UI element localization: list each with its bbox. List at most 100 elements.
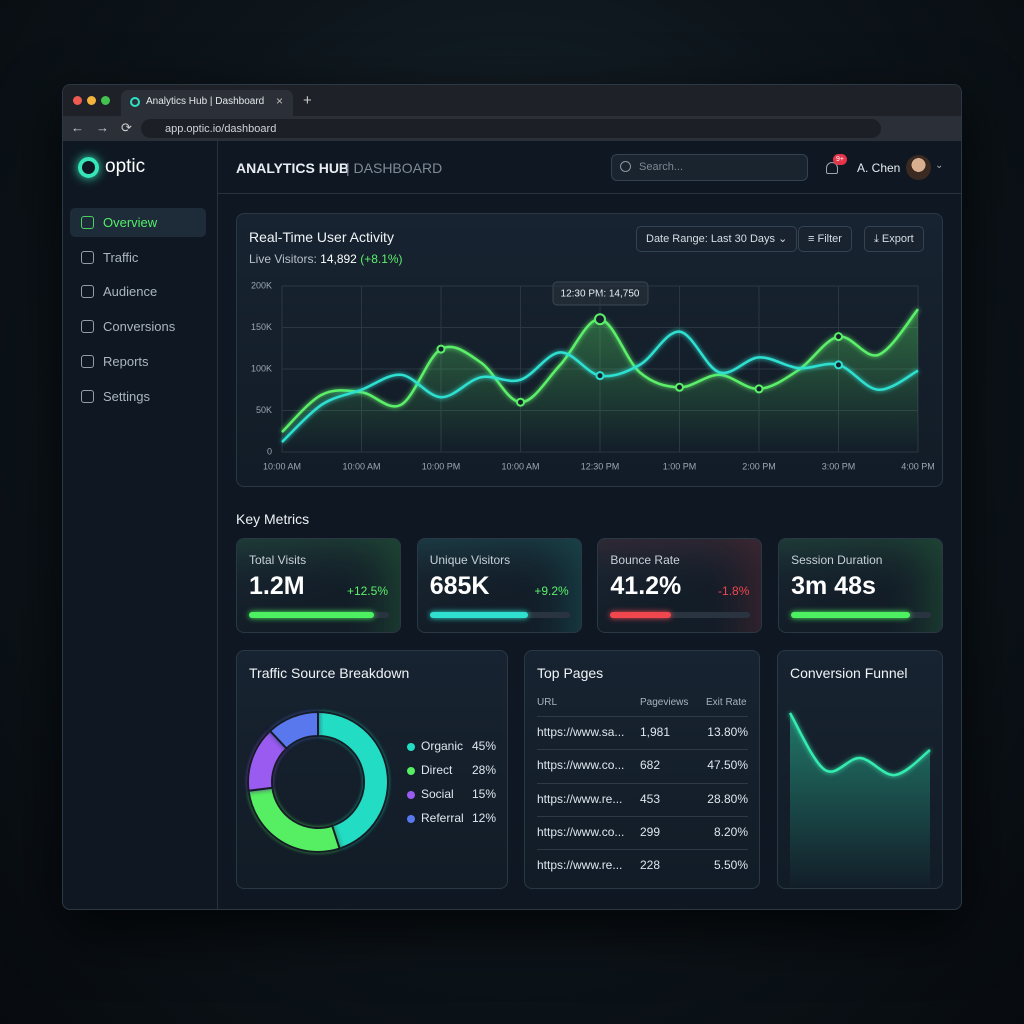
nav-icon	[81, 389, 94, 403]
url-field[interactable]	[141, 119, 881, 138]
metric-name: Bounce Rate	[610, 553, 680, 567]
top-pages-title: Top Pages	[537, 665, 604, 681]
nav-item[interactable]: Audience	[70, 277, 206, 306]
row-divider	[537, 815, 748, 817]
metric-card: Total Visits 1.2M +12.5%	[236, 538, 401, 633]
minimize-dot[interactable]	[87, 96, 96, 105]
bell-icon[interactable]	[826, 162, 838, 174]
table-cell: https://www.re...	[537, 791, 623, 806]
metric-card: Bounce Rate 41.2% -1.8%	[597, 538, 763, 633]
new-tab[interactable]: +	[303, 92, 312, 109]
progress-track	[249, 612, 389, 618]
avatar[interactable]	[906, 155, 931, 180]
search-icon	[620, 161, 631, 172]
metric-value: 1.2M	[249, 572, 305, 600]
nav-icon	[81, 250, 94, 264]
row-divider	[537, 716, 748, 717]
maximize-dot[interactable]	[101, 96, 110, 105]
table-cell: 8.20%	[713, 824, 748, 839]
metrics-title: Key Metrics	[236, 511, 310, 527]
table-cell: 13.80%	[707, 725, 748, 739]
progress-track	[791, 612, 932, 618]
row-divider	[537, 749, 748, 751]
metric-card: Unique Visitors 685K +9.2%	[416, 538, 582, 633]
metric-value: 685K	[429, 572, 490, 600]
live-visitors: Live Visitors: 14,892 (+8.1%)	[249, 252, 403, 266]
table-cell: 682	[640, 758, 661, 773]
live-label: Live Visitors:	[249, 252, 317, 266]
header-border	[218, 193, 961, 194]
filter-label: Filter	[817, 233, 842, 245]
nav-icon	[81, 354, 94, 368]
nav-item[interactable]: Overview	[70, 208, 206, 237]
table-cell: 1,981	[640, 725, 671, 739]
activity-title: Real-Time User Activity	[249, 229, 394, 245]
metric-name: Session Duration	[791, 553, 883, 567]
filter-button[interactable]: ≡ Filter	[798, 226, 852, 252]
table-header: Exit Rate	[706, 697, 747, 708]
table-cell: https://www.co...	[537, 824, 625, 839]
row-divider	[537, 782, 748, 784]
metric-card: Session Duration 3m 48s	[778, 538, 944, 633]
nav-item[interactable]: Reports	[70, 347, 206, 376]
table-cell: https://www.sa...	[537, 725, 625, 739]
metric-change: +9.2%	[534, 584, 569, 598]
live-change: (+8.1%)	[360, 252, 403, 266]
progress-fill	[610, 612, 671, 618]
metric-change: +12.5%	[346, 584, 388, 598]
metric-name: Total Visits	[249, 553, 307, 567]
progress-fill	[249, 612, 374, 618]
tab-close[interactable]: ×	[276, 94, 284, 108]
logo-mark	[78, 157, 99, 178]
table-cell: https://www.re...	[537, 858, 623, 873]
nav-buttons[interactable]: ←→⟳	[71, 120, 144, 135]
user-menu-caret[interactable]: ⌄	[935, 160, 944, 171]
table-cell: 47.50%	[707, 758, 748, 773]
table-cell: https://www.co...	[537, 758, 625, 773]
date-range-label: Date Range: Last 30 Days	[646, 233, 776, 245]
search-box[interactable]	[611, 154, 808, 181]
table-header: URL	[537, 697, 558, 708]
nav-icon	[81, 320, 94, 334]
table-cell: 5.50%	[713, 858, 748, 873]
tab[interactable]	[121, 90, 293, 116]
page-section: | DASHBOARD	[346, 160, 443, 176]
nav-icon	[81, 285, 94, 299]
metric-change: -1.8%	[718, 584, 750, 598]
live-value: 14,892	[320, 252, 357, 266]
traffic-title: Traffic Source Breakdown	[249, 665, 410, 681]
top-pages-panel	[524, 650, 760, 889]
tab-title: Analytics Hub | Dashboard	[146, 96, 265, 107]
date-range-button[interactable]: Date Range: Last 30 Days ⌄	[636, 226, 798, 252]
metric-value: 41.2%	[610, 572, 682, 600]
metric-value: 3m 48s	[791, 572, 876, 600]
tab-icon	[130, 97, 140, 107]
row-divider	[537, 849, 748, 851]
export-button[interactable]: ⤓ Export	[864, 226, 924, 252]
traffic-panel	[236, 650, 508, 889]
table-cell: 28.80%	[707, 791, 748, 806]
url: app.optic.io/dashboard	[165, 123, 277, 135]
sidebar-border	[217, 141, 218, 909]
search-placeholder: Search...	[639, 161, 684, 173]
progress-fill	[791, 612, 911, 618]
page-title: ANALYTICS HUB	[236, 160, 350, 176]
table-cell: 453	[640, 791, 661, 806]
nav-item[interactable]: Conversions	[70, 312, 206, 341]
metric-name: Unique Visitors	[429, 553, 511, 567]
nav-item[interactable]: Traffic	[70, 243, 206, 272]
close-dot[interactable]	[73, 96, 82, 105]
notification-badge: 9+	[833, 154, 847, 165]
nav-icon	[81, 216, 94, 229]
nav-item[interactable]: Settings	[70, 382, 206, 411]
table-header: Pageviews	[640, 697, 689, 708]
funnel-panel	[777, 650, 943, 889]
progress-track	[610, 612, 751, 618]
progress-track	[429, 612, 570, 618]
user-name[interactable]: A. Chen	[857, 161, 901, 175]
progress-fill	[429, 612, 528, 618]
table-cell: 228	[640, 858, 661, 873]
logo-text[interactable]: optic	[105, 156, 146, 177]
table-cell: 299	[640, 824, 661, 839]
